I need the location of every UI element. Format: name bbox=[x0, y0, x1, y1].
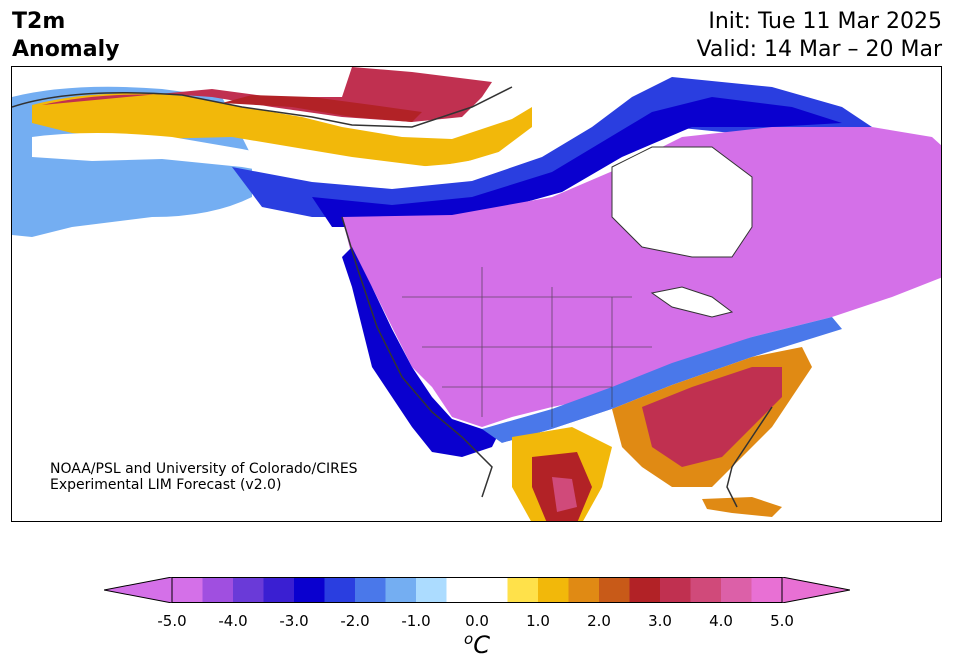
colorbar-tick-label: 2.0 bbox=[587, 612, 611, 630]
colorbar-cell bbox=[660, 577, 691, 603]
colorbar-unit: oC bbox=[0, 630, 954, 659]
colorbar-cell bbox=[385, 577, 417, 603]
colorbar-cell bbox=[721, 577, 752, 603]
colorbar-tick-label: 0.0 bbox=[465, 612, 489, 630]
colorbar-cells bbox=[104, 577, 850, 603]
colorbar bbox=[104, 577, 850, 603]
colorbar-cell bbox=[416, 577, 447, 603]
alaska-white-band bbox=[32, 133, 532, 185]
colorbar-cell bbox=[751, 577, 783, 603]
init-date: Init: Tue 11 Mar 2025 bbox=[708, 9, 942, 34]
colorbar-cell bbox=[172, 577, 203, 603]
colorbar-tick-label: -5.0 bbox=[157, 612, 187, 630]
anomaly-map: NOAA/PSL and University of Colorado/CIRE… bbox=[11, 66, 942, 522]
credit-line-1: NOAA/PSL and University of Colorado/CIRE… bbox=[50, 461, 358, 477]
cuba-warm bbox=[702, 497, 782, 517]
colorbar-cell bbox=[446, 577, 478, 603]
state-borders bbox=[402, 267, 652, 427]
title-line-2: Anomaly bbox=[12, 37, 120, 62]
colorbar-tick-label: 3.0 bbox=[648, 612, 672, 630]
great-lakes bbox=[650, 286, 734, 318]
central-cold-anomaly bbox=[342, 127, 941, 427]
colorbar-cell bbox=[690, 577, 722, 603]
colorbar-tick-label: 5.0 bbox=[770, 612, 794, 630]
colorbar-cell bbox=[629, 577, 661, 603]
alaska-red-core bbox=[222, 95, 422, 122]
date-info: Init: Tue 11 Mar 2025 Valid: 14 Mar – 20… bbox=[697, 8, 942, 64]
gulf-transition bbox=[482, 317, 842, 443]
alaska-warm-band bbox=[32, 93, 532, 167]
colorbar-tick-label: -1.0 bbox=[401, 612, 431, 630]
colorbar-cell bbox=[294, 577, 325, 603]
valid-date: Valid: 14 Mar – 20 Mar bbox=[696, 37, 942, 62]
colorbar-cell bbox=[324, 577, 356, 603]
colorbar-cell bbox=[599, 577, 630, 603]
colorbar-cell bbox=[202, 577, 234, 603]
canada-deep-cold bbox=[312, 97, 842, 227]
colorbar-cell bbox=[538, 577, 569, 603]
colorbar-cell bbox=[568, 577, 600, 603]
texas-pink bbox=[552, 477, 577, 512]
colorbar-tick-label: 4.0 bbox=[709, 612, 733, 630]
unit-superscript: o bbox=[464, 630, 474, 648]
colorbar-tick-label: -2.0 bbox=[340, 612, 370, 630]
credit-text: NOAA/PSL and University of Colorado/CIRE… bbox=[50, 461, 358, 493]
colorbar-tick-label: -3.0 bbox=[279, 612, 309, 630]
southeast-red bbox=[642, 367, 782, 467]
hudson-bay bbox=[611, 146, 753, 258]
colorbar-frame bbox=[171, 577, 783, 603]
colorbar-max-extend bbox=[781, 577, 850, 603]
coastline bbox=[12, 86, 773, 508]
colorbar-cell bbox=[263, 577, 295, 603]
map-svg bbox=[12, 67, 941, 521]
colorbar-cell bbox=[507, 577, 539, 603]
map-title: T2m Anomaly bbox=[12, 8, 119, 64]
unit-base: C bbox=[473, 631, 490, 659]
colorbar-cell bbox=[233, 577, 264, 603]
credit-line-2: Experimental LIM Forecast (v2.0) bbox=[50, 477, 282, 493]
colorbar-cell bbox=[355, 577, 386, 603]
colorbar-cell bbox=[477, 577, 508, 603]
colorbar-min-extend bbox=[104, 577, 173, 603]
colorbar-tick-label: 1.0 bbox=[526, 612, 550, 630]
colorbar-tick-label: -4.0 bbox=[218, 612, 248, 630]
title-line-1: T2m bbox=[12, 9, 66, 34]
